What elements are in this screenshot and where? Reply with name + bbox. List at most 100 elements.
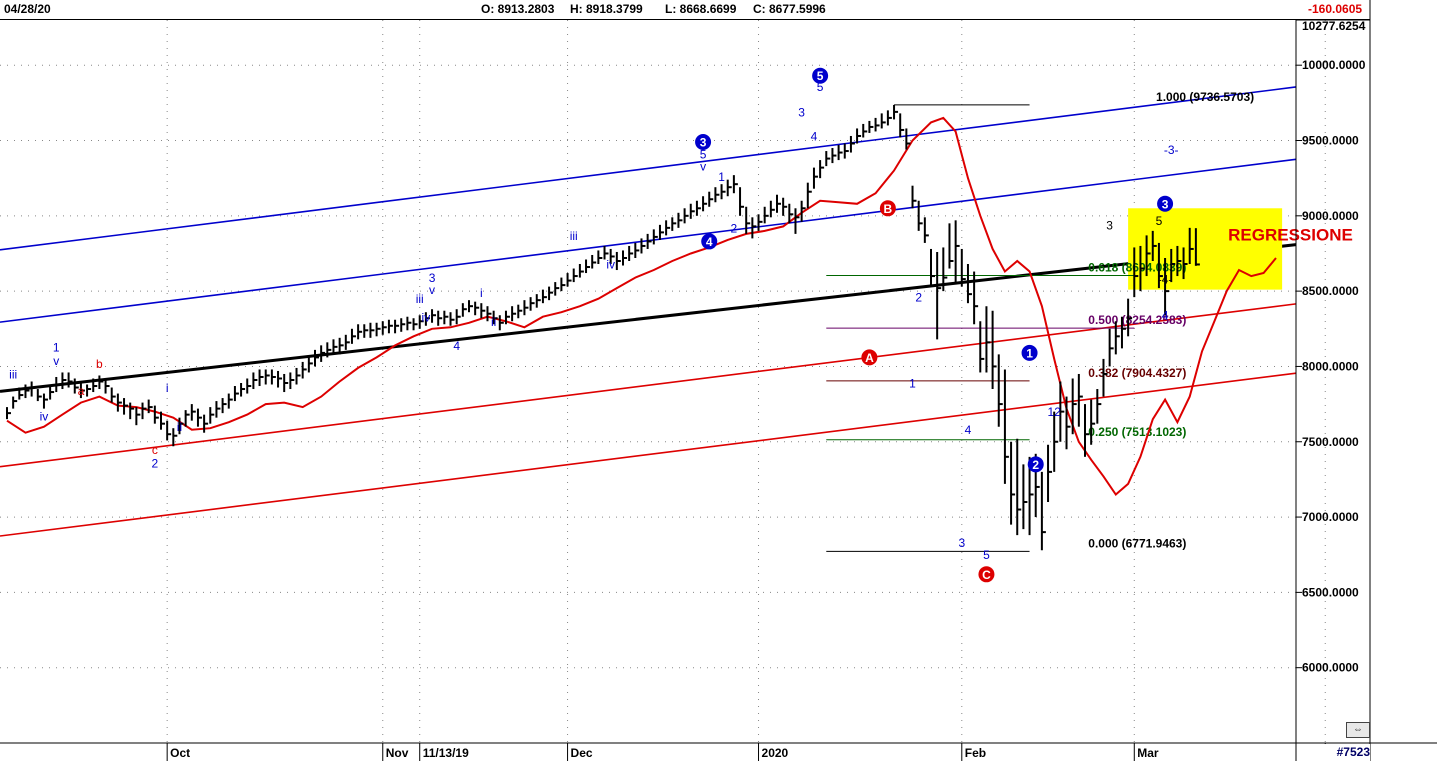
price-bar <box>948 223 954 269</box>
price-bar <box>1077 373 1083 427</box>
wave-circle-text: 3 <box>700 136 707 150</box>
wave-label: 4 <box>965 423 972 437</box>
price-bar <box>338 337 344 355</box>
price-bar <box>400 318 406 332</box>
grid <box>0 20 1326 743</box>
price-bar <box>504 310 510 325</box>
price-bar <box>474 301 480 316</box>
x-tick-label: Feb <box>965 746 986 760</box>
wave-label: -3- <box>1164 143 1179 157</box>
header-bar: 04/28/20 O: 8913.2803 H: 8918.3799 L: 86… <box>0 0 1370 20</box>
wave-label: 5 <box>817 80 824 94</box>
price-bar <box>517 304 523 319</box>
price-bar <box>258 369 264 387</box>
price-bar <box>449 312 455 326</box>
wave-label: i <box>166 381 169 395</box>
zoom-icon[interactable]: ⇔ <box>1346 722 1370 738</box>
price-bar <box>936 251 942 340</box>
price-bar <box>49 384 55 400</box>
wave-circle-text: 5 <box>817 69 824 83</box>
fib-label: 0.250 (7513.1023) <box>1088 425 1186 439</box>
price-bar <box>1139 245 1145 292</box>
price-bar <box>751 217 757 239</box>
wave-label: c <box>152 443 158 457</box>
wave-circle <box>812 67 829 84</box>
price-bar <box>116 393 122 412</box>
price-bar <box>443 310 449 325</box>
wave-circle-label: 2 <box>1027 456 1044 473</box>
highlight-layer: REGRESSIONE <box>1128 208 1353 290</box>
price-bar <box>184 410 190 427</box>
price-bar <box>652 229 658 245</box>
price-bar <box>98 375 104 390</box>
price-bar <box>849 135 855 153</box>
price-bar <box>942 247 948 292</box>
price-bar <box>1194 228 1200 266</box>
plot-background <box>0 20 1296 743</box>
price-bar <box>757 214 763 231</box>
price-bar <box>880 113 886 129</box>
y-tick-label: 9000.0000 <box>1302 209 1359 223</box>
price-bar <box>634 242 640 258</box>
wave-circle-label: 1 <box>1021 344 1038 361</box>
price-bar <box>1047 444 1053 502</box>
y-axis: 10000.0000 9500.0000 9000.0000 8500.0000 800… <box>1296 19 1370 675</box>
x-tick-label: Dec <box>571 746 593 760</box>
price-bar <box>36 389 42 402</box>
price-bar <box>1090 399 1096 445</box>
y-tick-label: 8500.0000 <box>1302 284 1359 298</box>
wave-label: iii <box>9 367 17 381</box>
wave-label: 4 <box>811 130 818 144</box>
price-bar <box>535 294 541 308</box>
price-bar <box>178 417 184 435</box>
wave-circle <box>695 134 712 151</box>
price-bar <box>406 316 412 331</box>
y-tick-label: 8000.0000 <box>1302 359 1359 373</box>
y-tick-label: 10000.0000 <box>1302 58 1366 72</box>
price-bar <box>794 208 800 234</box>
wave-label: iv <box>606 258 615 272</box>
price-bar <box>166 420 172 441</box>
wave-label: b <box>96 357 103 371</box>
x-tick-label: 11/13/19 <box>423 746 469 760</box>
price-bar <box>585 259 591 274</box>
price-bar <box>917 200 923 231</box>
moving-average <box>6 116 1277 496</box>
price-bar <box>683 208 689 224</box>
wave-label: 5 <box>1156 214 1163 228</box>
price-bar <box>591 254 597 269</box>
price-bar <box>819 160 825 179</box>
price-bar <box>30 381 36 397</box>
price-bar <box>320 345 326 362</box>
price-bar <box>541 289 547 304</box>
wave-label: i <box>480 286 483 300</box>
price-bar <box>1176 245 1182 277</box>
price-bar <box>997 354 1003 427</box>
price-bar <box>24 384 30 399</box>
price-bar <box>252 372 258 390</box>
price-bar <box>628 245 634 261</box>
price-bar <box>991 310 997 390</box>
price-bar <box>831 148 837 164</box>
price-bar <box>344 334 350 350</box>
price-bar <box>418 315 424 329</box>
price-bar <box>1096 389 1102 424</box>
price-bar <box>369 322 375 338</box>
price-bar <box>868 120 874 133</box>
price-bar <box>702 196 708 212</box>
x-tick-label: 2020 <box>762 746 789 760</box>
price-bar <box>720 184 726 200</box>
fib-label: 0.618 (8604.0839) <box>1088 260 1186 274</box>
price-bar <box>227 393 233 409</box>
y-axis-top-label: 10277.6254 <box>1302 19 1366 33</box>
wave-circle-label: 5 <box>812 67 829 84</box>
x-tick-label: Mar <box>1137 746 1159 760</box>
price-bar <box>203 414 209 433</box>
wave-label: 5 <box>700 148 707 162</box>
price-bar <box>548 286 554 301</box>
wave-label: 3 <box>429 271 436 285</box>
wave-circle <box>1027 456 1044 473</box>
price-bar <box>455 309 461 325</box>
price-bar <box>572 268 578 283</box>
